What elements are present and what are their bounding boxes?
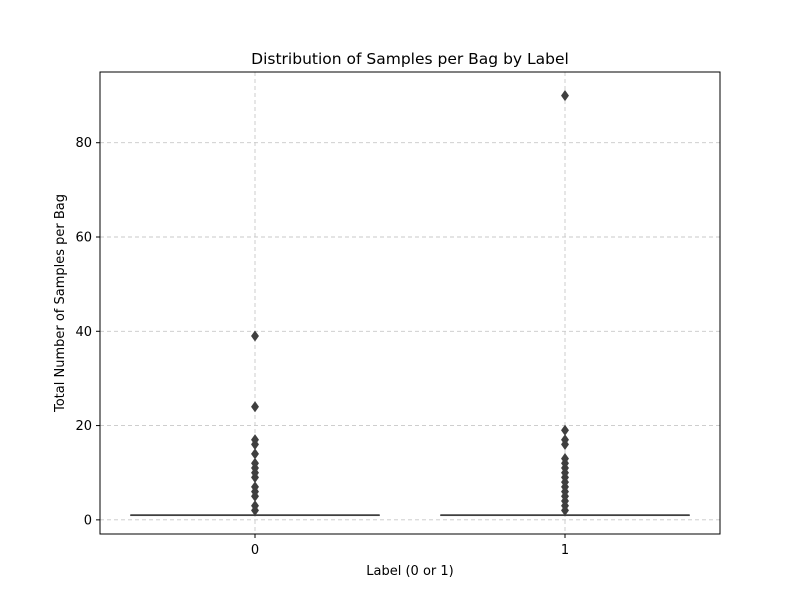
outliers bbox=[251, 90, 569, 516]
x-tick-label: 0 bbox=[251, 543, 259, 558]
outlier-point bbox=[251, 434, 259, 446]
outlier-point bbox=[251, 330, 259, 342]
plot-frame bbox=[99, 71, 721, 535]
y-tick-label: 80 bbox=[75, 136, 92, 151]
x-axis-label: Label (0 or 1) bbox=[366, 564, 453, 579]
y-tick-label: 60 bbox=[75, 231, 92, 246]
outlier-point bbox=[251, 500, 259, 512]
y-tick-label: 40 bbox=[75, 325, 92, 340]
outlier-point bbox=[561, 90, 569, 102]
outlier-point bbox=[251, 457, 259, 469]
y-axis-ticks: 0 20 40 60 80 bbox=[75, 136, 100, 528]
outlier-point bbox=[251, 448, 259, 460]
y-tick-label: 0 bbox=[84, 513, 92, 528]
outlier-point bbox=[561, 434, 569, 446]
x-tick-label: 1 bbox=[561, 543, 569, 558]
y-tick-label: 20 bbox=[75, 419, 92, 434]
y-axis-label: Total Number of Samples per Bag bbox=[53, 194, 68, 413]
outlier-point bbox=[251, 481, 259, 493]
outlier-point bbox=[251, 401, 259, 413]
outlier-point bbox=[561, 424, 569, 436]
outlier-point bbox=[561, 453, 569, 465]
chart-title: Distribution of Samples per Bag by Label bbox=[251, 50, 569, 68]
